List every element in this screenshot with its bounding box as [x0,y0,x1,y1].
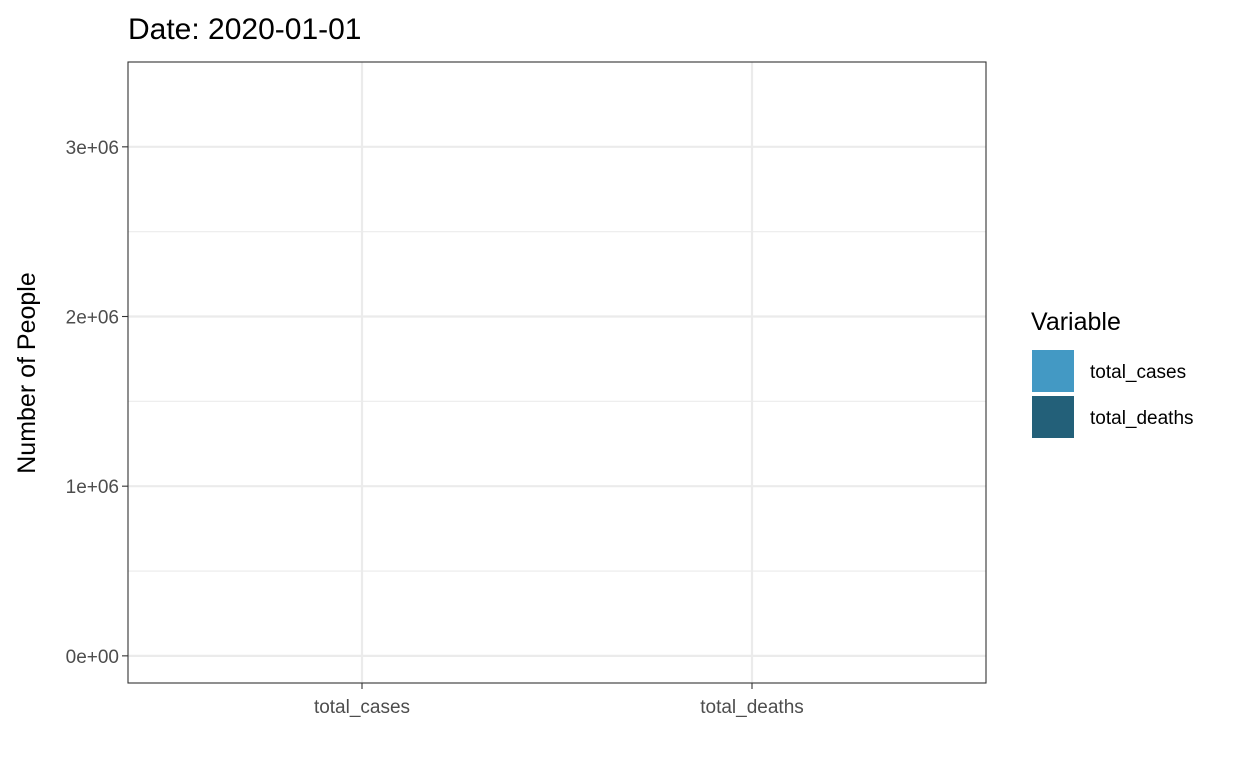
legend-swatch-total_deaths [1032,396,1074,438]
legend-swatch-total_cases [1032,350,1074,392]
legend-label-total_cases: total_cases [1090,362,1186,383]
y-axis: 0e+00 1e+06 2e+06 3e+06 [66,138,128,668]
y-tick-label: 0e+00 [66,647,119,668]
panel-border [127,61,987,684]
legend: Variable total_cases total_deaths [1031,308,1194,438]
chart-title: Date: 2020-01-01 [128,13,362,46]
x-tick-label: total_deaths [700,697,804,718]
legend-label-total_deaths: total_deaths [1090,408,1194,429]
legend-title: Variable [1031,308,1121,336]
y-tick-label: 1e+06 [66,477,119,498]
y-tick-label: 3e+06 [66,138,119,159]
y-tick-label: 2e+06 [66,308,119,329]
plot-panel [127,61,987,684]
x-tick-label: total_cases [314,697,410,718]
y-axis-title: Number of People [13,272,41,474]
x-axis: total_cases total_deaths [314,683,804,718]
gridlines [128,62,986,683]
panel-background [128,62,986,683]
